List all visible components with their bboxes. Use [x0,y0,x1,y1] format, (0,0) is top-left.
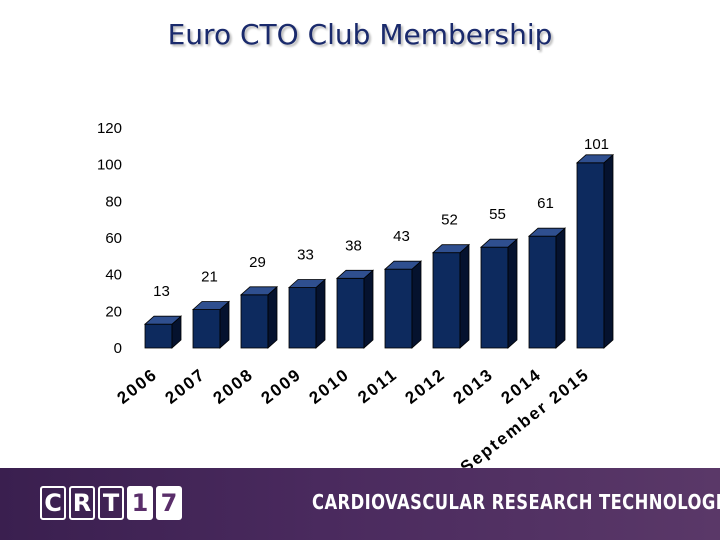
bar-front [336,277,365,349]
footer-band [0,468,720,540]
x-tick-label: 2007 [161,365,209,408]
bar [143,315,183,349]
bar-top [479,238,519,248]
logo-letter: C [40,486,66,520]
bar-top [527,227,567,237]
bar [479,238,519,349]
y-tick-label: 80 [105,193,122,210]
bar-front [432,252,461,349]
bar-top [143,315,183,325]
y-axis: 0 20 40 60 80 100 120 [97,120,122,357]
bar-front [192,309,221,349]
bar-front [288,287,317,349]
y-tick-label: 100 [97,157,122,174]
x-tick-label: 2012 [401,365,449,408]
bar [287,278,327,349]
bar [239,285,279,349]
bar-side [507,238,518,349]
value-label: 29 [249,254,266,271]
bar-side [267,285,278,349]
x-tick-label: 2009 [257,365,305,408]
bar-front [240,294,269,349]
bar-top [239,286,279,296]
bar [575,153,615,349]
y-tick-label: 60 [105,230,122,247]
bar [527,227,567,349]
crt-logo: C R T 1 7 [40,486,182,522]
bar-side [603,153,614,349]
logo-letter: R [69,486,95,520]
x-tick-label: 2013 [449,365,497,408]
bar [383,260,423,349]
value-label: 33 [297,247,314,264]
y-tick-label: 120 [97,120,122,137]
x-tick-label: 2010 [305,365,353,408]
bar [191,300,231,349]
x-axis-labels: 2006 2007 2008 2009 2010 2011 2012 2013 2014Sept… [113,365,593,470]
value-label: 55 [489,206,506,223]
x-tick-label: 2006 [113,365,161,408]
bar-top [287,279,327,288]
bar-top [191,301,231,310]
bar-side [363,269,374,349]
bar [335,269,375,349]
bar-front [384,268,413,349]
value-label: 101 [584,136,609,153]
bar-front [144,323,173,349]
value-label: 52 [441,212,458,229]
x-tick-label: 2008 [209,365,257,408]
value-label: 43 [393,228,410,245]
bar-front [576,162,605,349]
y-tick-label: 0 [114,340,122,357]
bar-side [411,260,422,349]
bar-front [480,246,509,349]
bar-chart: 0 20 40 60 80 100 120 13 21 29 33 38 43 52 55 61 101 20… [97,120,615,470]
bar-top [431,244,471,254]
y-tick-label: 40 [105,267,122,284]
value-label: 38 [345,237,362,254]
bar-side [459,243,470,349]
value-label: 13 [153,283,170,300]
bar-side [555,227,566,349]
bar-front [528,235,557,349]
bar-top [575,154,615,164]
logo-letter: 7 [156,486,182,520]
x-tick-label: 2011 [354,365,401,408]
footer-text: CARDIOVASCULAR RESEARCH TECHNOLOGIES [312,490,720,514]
bars-group [143,153,615,349]
value-label: 61 [537,195,554,212]
value-label: 21 [201,269,218,286]
bar-top [335,269,375,279]
bar-side [315,278,326,349]
page-title: Euro CTO Club Membership [167,18,553,51]
bar-top [383,260,423,270]
bar [431,243,471,349]
y-tick-label: 20 [105,303,122,320]
value-labels: 13 21 29 33 38 43 52 55 61 101 [153,136,609,300]
logo-letter: T [98,486,124,520]
logo-letter: 1 [127,486,153,520]
